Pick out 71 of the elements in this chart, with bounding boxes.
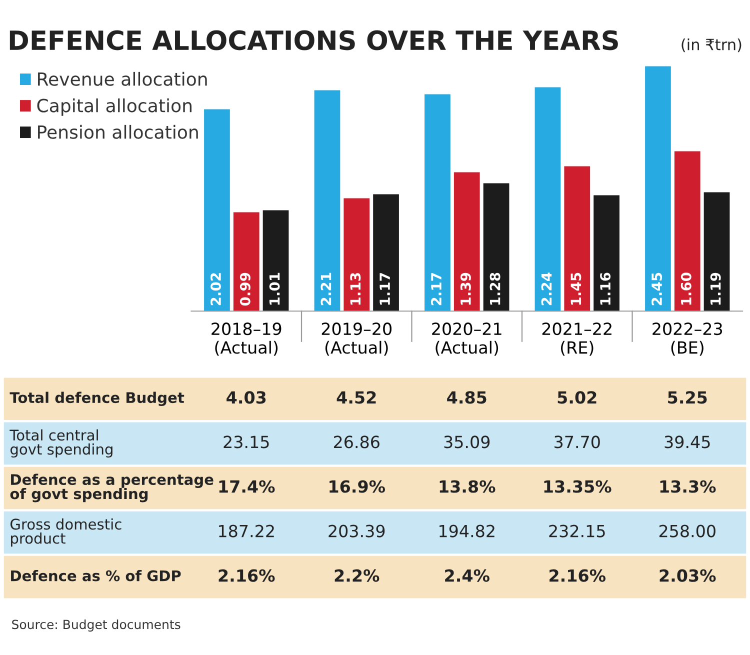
text: 203.39: [328, 524, 385, 538]
x-tick-label: 2022–23 (BE): [652, 322, 722, 356]
data-label: 1.01: [269, 272, 280, 305]
data-label: 1.60: [680, 272, 692, 305]
text: 13.3%: [660, 480, 716, 493]
bar: [564, 166, 590, 312]
text: 2.16%: [218, 569, 275, 582]
data-label: 1.17: [380, 273, 390, 305]
text: 2.16%: [550, 569, 606, 582]
data-label: 2.45: [652, 272, 662, 306]
text: 26.86: [334, 436, 380, 448]
text: Total defence Budget: [10, 392, 184, 406]
bar: [704, 192, 730, 312]
text: 4.52: [336, 391, 376, 404]
text: Defence as % of GDP: [11, 570, 181, 582]
data-label: 2.24: [541, 272, 552, 306]
text: 13.35%: [544, 480, 612, 493]
text: 2.2%: [334, 569, 380, 582]
text: 4.85: [447, 391, 486, 404]
legend-label: Revenue allocation: [38, 72, 207, 86]
data-label: 2.21: [320, 272, 332, 306]
data-label: 1.16: [600, 272, 611, 305]
text: Defence as a percentage of govt spending: [10, 474, 214, 502]
text: 258.00: [659, 524, 716, 538]
text: Gross domestic product: [10, 518, 122, 547]
text: 17.4%: [219, 480, 275, 493]
bar: [373, 194, 399, 312]
x-tick-label: 2020–21 (Actual): [432, 322, 502, 356]
text: 2.03%: [660, 569, 716, 582]
text: 194.82: [440, 524, 494, 538]
bar: [645, 66, 671, 312]
data-label: 2.17: [431, 273, 442, 306]
text: 5.25: [668, 391, 707, 404]
text: 5.02: [558, 391, 596, 404]
bar: [674, 151, 700, 312]
chart-title: DEFENCE ALLOCATIONS OVER THE YEARS: [10, 30, 618, 50]
text: 23.15: [224, 436, 269, 448]
bar: [534, 87, 561, 312]
x-tick-label: 2019–20 (Actual): [322, 322, 392, 356]
text: 16.9%: [330, 480, 386, 493]
data-label: 1.13: [350, 273, 361, 305]
legend-label: Pension allocation: [38, 124, 198, 139]
bar: [344, 198, 370, 312]
data-label: 1.19: [710, 272, 721, 305]
text: 13.8%: [440, 480, 496, 493]
bar: [454, 172, 480, 312]
bar: [262, 210, 289, 312]
chart-subtitle: (in ₹trn): [682, 38, 742, 52]
text: Total central govt spending: [10, 429, 112, 458]
text: 2.4%: [445, 569, 490, 582]
x-tick-label: 2021–22 (RE): [542, 322, 612, 356]
text: 4.03: [226, 391, 266, 404]
data-label: 0.99: [240, 272, 250, 306]
bar: [233, 212, 260, 312]
bar: [483, 183, 510, 312]
bar: [424, 94, 450, 312]
text: 232.15: [549, 524, 605, 538]
x-tick-label: 2018–19 (Actual): [212, 322, 282, 356]
data-label: 1.39: [460, 272, 471, 305]
legend-label: Capital allocation: [37, 98, 192, 116]
source-note: Source: Budget documents: [12, 619, 180, 632]
bar: [594, 195, 620, 312]
data-label: 2.02: [210, 273, 222, 306]
data-label: 1.45: [570, 272, 582, 305]
bar: [204, 109, 230, 312]
text: 37.70: [554, 436, 600, 448]
text: 39.45: [664, 436, 710, 448]
text: 187.22: [219, 524, 274, 538]
data-label: 1.28: [490, 272, 500, 305]
bar: [314, 90, 340, 312]
text: 35.09: [444, 436, 490, 448]
